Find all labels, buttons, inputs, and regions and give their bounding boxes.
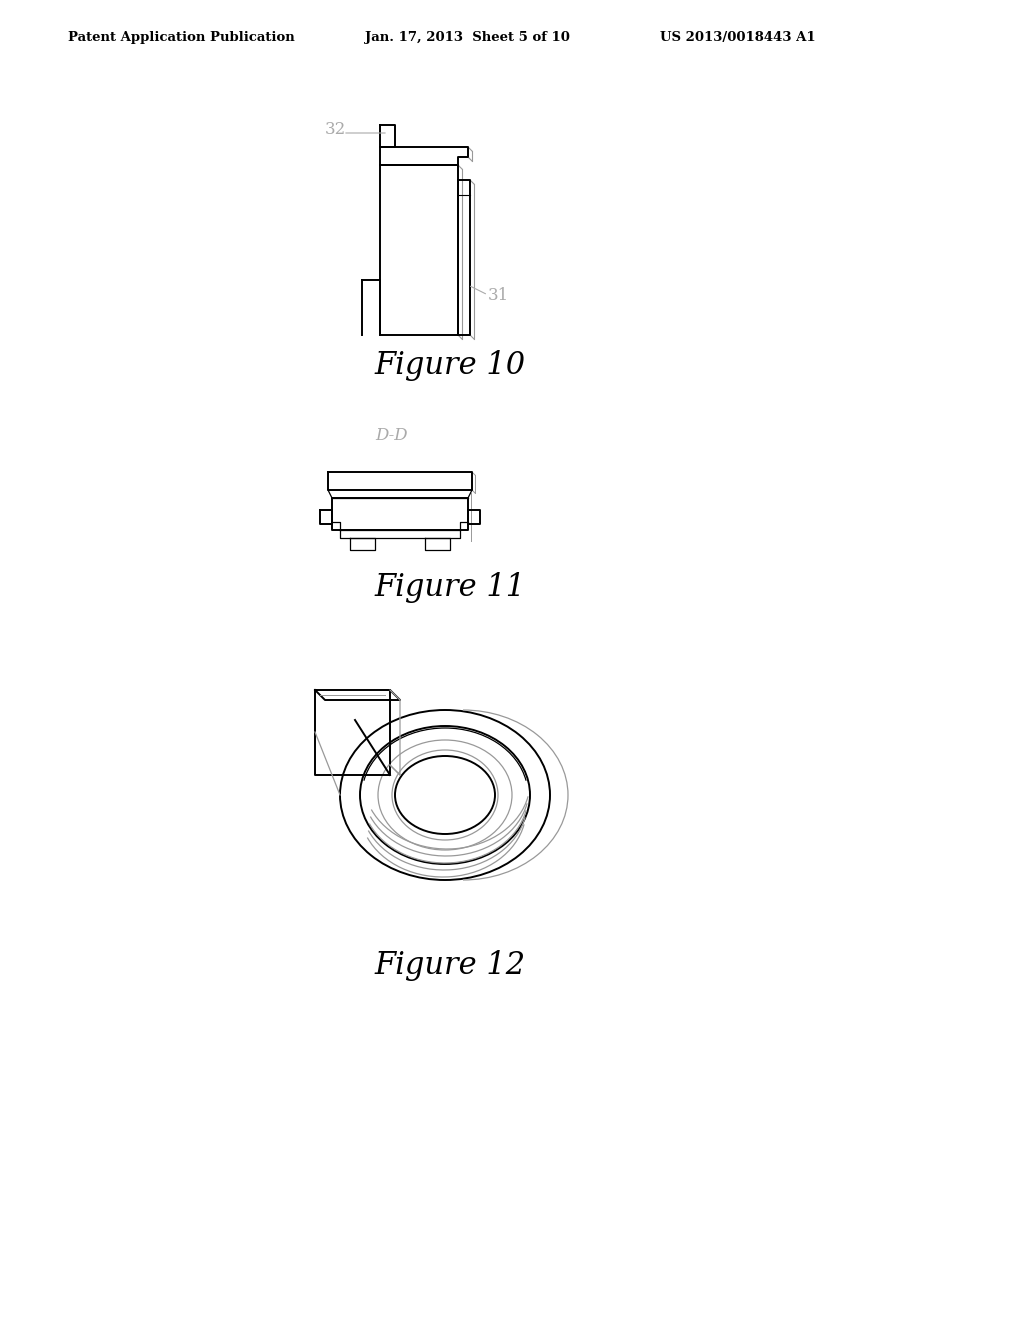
Text: 31: 31: [488, 286, 509, 304]
Text: 32: 32: [325, 121, 346, 139]
Text: Figure 12: Figure 12: [375, 950, 525, 981]
Text: D-D: D-D: [375, 426, 408, 444]
Text: Figure 10: Figure 10: [375, 350, 525, 381]
Text: Figure 11: Figure 11: [375, 572, 525, 603]
Text: Jan. 17, 2013  Sheet 5 of 10: Jan. 17, 2013 Sheet 5 of 10: [365, 30, 570, 44]
Text: Patent Application Publication: Patent Application Publication: [68, 30, 295, 44]
Text: US 2013/0018443 A1: US 2013/0018443 A1: [660, 30, 816, 44]
